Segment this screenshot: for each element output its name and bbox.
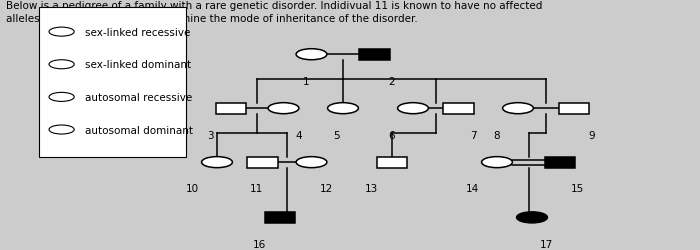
Bar	[38, 8, 186, 158]
Text: 1: 1	[302, 76, 309, 86]
Circle shape	[296, 157, 327, 168]
Circle shape	[49, 60, 74, 70]
Text: 7: 7	[470, 130, 477, 140]
Text: sex-linked recessive: sex-linked recessive	[85, 28, 190, 38]
Bar	[247, 157, 278, 168]
Bar	[359, 50, 390, 60]
Circle shape	[328, 103, 358, 114]
Circle shape	[49, 126, 74, 134]
Text: 15: 15	[571, 184, 584, 194]
Text: 3: 3	[206, 130, 214, 140]
Text: 12: 12	[321, 184, 333, 194]
Bar	[377, 157, 407, 168]
Circle shape	[482, 157, 512, 168]
Circle shape	[202, 157, 232, 168]
Text: 8: 8	[494, 130, 500, 140]
Text: 9: 9	[588, 130, 595, 140]
Text: 6: 6	[389, 130, 396, 140]
Text: 17: 17	[540, 239, 552, 249]
Text: autosomal dominant: autosomal dominant	[85, 125, 192, 135]
Circle shape	[49, 93, 74, 102]
Text: 5: 5	[332, 130, 340, 140]
Bar	[443, 103, 474, 114]
Text: 16: 16	[253, 239, 265, 249]
Bar	[265, 212, 295, 223]
Bar	[216, 103, 246, 114]
Circle shape	[517, 212, 547, 223]
Circle shape	[49, 28, 74, 37]
Text: 10: 10	[186, 184, 199, 194]
Text: 14: 14	[466, 184, 479, 194]
Text: Below is a pedigree of a family with a rare genetic disorder. Indidivual 11 is k: Below is a pedigree of a family with a r…	[6, 1, 542, 24]
Circle shape	[296, 50, 327, 60]
Text: sex-linked dominant: sex-linked dominant	[85, 60, 191, 70]
Text: autosomal recessive: autosomal recessive	[85, 92, 192, 102]
Text: 4: 4	[295, 130, 302, 140]
Text: 13: 13	[365, 184, 377, 194]
Bar	[559, 103, 589, 114]
Circle shape	[398, 103, 428, 114]
Circle shape	[503, 103, 533, 114]
Text: 2: 2	[389, 76, 396, 86]
Circle shape	[268, 103, 299, 114]
Bar	[545, 157, 575, 168]
Text: 11: 11	[251, 184, 263, 194]
